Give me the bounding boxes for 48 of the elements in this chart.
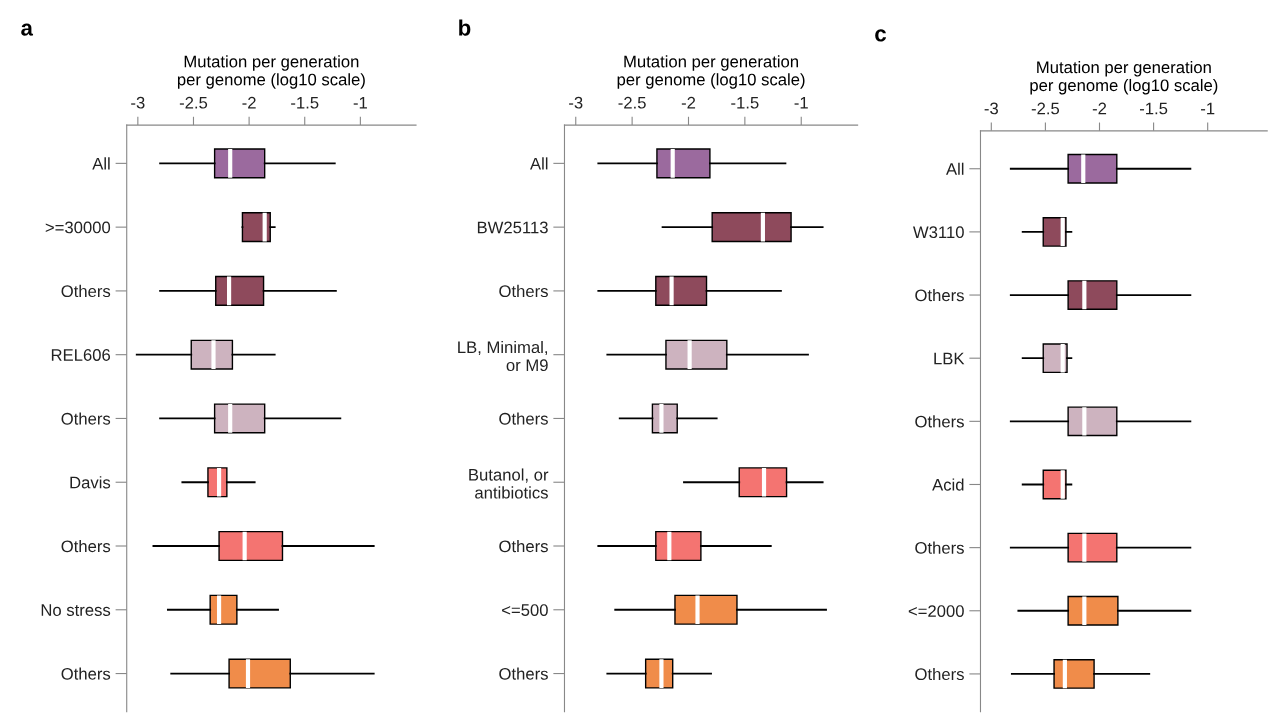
y-tick-label: W3110 [913,226,964,239]
y-tick-label: All [946,162,964,175]
y-tick-label: <=500 [502,604,548,616]
y-tick-label: Butanol, or antibiotics [469,468,549,499]
y-tick-label: Others [499,667,548,680]
y-tick-label: No stress [41,604,111,616]
y-tick-label: >=30000 [45,221,111,234]
y-tick-label: <=2000 [908,605,964,617]
x-tick-label: -1.5 [731,96,759,109]
chart-title: a [21,23,34,36]
x-tick-label: -3 [131,96,145,109]
x-tick-label: -2.5 [618,96,646,109]
x-tick-label: -2 [242,96,256,109]
y-tick-label: Others [915,289,964,302]
y-tick-label: Others [61,412,111,425]
x-tick-label: -1.5 [1139,102,1168,115]
x-tick-label: -2 [1092,102,1107,115]
x-tick-label: -3 [569,96,583,109]
y-tick-label: REL606 [51,349,111,361]
x-tick-label: -1 [794,96,808,109]
x-tick-label: -2 [681,96,696,109]
x-tick-label: -3 [984,102,998,115]
y-tick-label: All [92,157,110,170]
x-axis-title: Mutation per generation per genome (log10 scale) [1030,60,1218,95]
y-tick-label: Others [915,667,964,681]
y-tick-label: Acid [932,478,964,491]
y-tick-label: Others [499,284,548,298]
y-tick-label: Others [61,539,111,553]
x-axis-title: Mutation per generation per genome (log10 scale) [617,55,805,89]
y-tick-label: LB, Minimal, or M9 [458,340,548,372]
y-tick-label: Others [61,284,111,298]
x-tick-label: -1 [353,96,367,109]
x-tick-label: -2.5 [1031,102,1060,115]
chart-title: b [459,19,471,36]
x-tick-label: -1 [1201,102,1215,115]
y-tick-label: All [530,157,548,170]
y-tick-label: Others [499,412,548,425]
y-tick-label: Others [915,415,964,428]
y-tick-label: Others [915,541,964,554]
y-tick-label: Others [499,539,548,553]
chart-title: c [875,29,887,42]
x-tick-label: -2.5 [179,96,208,109]
y-tick-label: Davis [70,476,111,489]
x-tick-label: -1.5 [291,96,319,109]
y-tick-label: Others [61,667,111,680]
y-tick-label: LBK [934,352,965,365]
y-tick-label: BW25113 [477,221,548,234]
x-axis-title: Mutation per generation per genome (log10 scale) [177,55,365,89]
